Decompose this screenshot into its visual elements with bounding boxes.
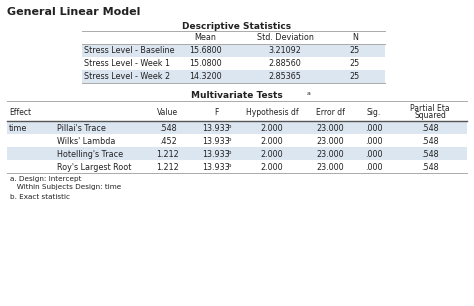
Text: 13.933: 13.933 <box>202 150 230 159</box>
Text: Stress Level - Baseline: Stress Level - Baseline <box>84 46 174 55</box>
Text: 15.0800: 15.0800 <box>189 59 221 68</box>
Text: Hypothesis df: Hypothesis df <box>246 108 298 117</box>
Text: .548: .548 <box>159 124 177 133</box>
Text: Std. Deviation: Std. Deviation <box>256 33 313 42</box>
Text: F: F <box>214 108 218 117</box>
Text: 25: 25 <box>350 72 360 81</box>
Text: time: time <box>9 124 27 133</box>
Text: 3.21092: 3.21092 <box>269 46 301 55</box>
Bar <box>82 70 385 83</box>
Text: .548: .548 <box>421 137 439 146</box>
Text: 25: 25 <box>350 46 360 55</box>
Text: Squared: Squared <box>414 111 446 120</box>
Text: Hotelling's Trace: Hotelling's Trace <box>57 150 123 159</box>
Text: 25: 25 <box>350 59 360 68</box>
Text: .000: .000 <box>365 150 383 159</box>
Text: Pillai's Trace: Pillai's Trace <box>57 124 106 133</box>
Text: Sig.: Sig. <box>367 108 381 117</box>
Bar <box>7 101 467 121</box>
Text: General Linear Model: General Linear Model <box>7 7 140 17</box>
Text: .000: .000 <box>365 137 383 146</box>
Text: Within Subjects Design: time: Within Subjects Design: time <box>10 184 121 190</box>
Text: Descriptive Statistics: Descriptive Statistics <box>182 22 292 31</box>
Text: b: b <box>228 163 231 168</box>
Text: 23.000: 23.000 <box>316 163 344 172</box>
Text: Value: Value <box>157 108 179 117</box>
Text: 13.933: 13.933 <box>202 137 230 146</box>
Text: Stress Level - Week 1: Stress Level - Week 1 <box>84 59 170 68</box>
Text: 15.6800: 15.6800 <box>189 46 221 55</box>
Text: b: b <box>228 150 231 155</box>
Text: 1.212: 1.212 <box>156 163 179 172</box>
Text: 2.000: 2.000 <box>261 137 283 146</box>
Text: .548: .548 <box>421 124 439 133</box>
Bar <box>82 57 385 70</box>
Text: 23.000: 23.000 <box>316 124 344 133</box>
Text: b: b <box>228 137 231 142</box>
Bar <box>82 31 385 44</box>
Text: 1.212: 1.212 <box>156 150 179 159</box>
Text: 13.933: 13.933 <box>202 163 230 172</box>
Text: Multivariate Tests: Multivariate Tests <box>191 91 283 100</box>
Text: 2.85365: 2.85365 <box>269 72 301 81</box>
Text: .000: .000 <box>365 163 383 172</box>
Text: Roy's Largest Root: Roy's Largest Root <box>57 163 131 172</box>
Text: Stress Level - Week 2: Stress Level - Week 2 <box>84 72 170 81</box>
Text: .452: .452 <box>159 137 177 146</box>
Text: a. Design: Intercept: a. Design: Intercept <box>10 176 82 182</box>
Text: .000: .000 <box>365 124 383 133</box>
Text: .548: .548 <box>421 150 439 159</box>
Text: 2.88560: 2.88560 <box>269 59 301 68</box>
Bar <box>82 44 385 57</box>
Text: Wilks' Lambda: Wilks' Lambda <box>57 137 115 146</box>
Text: 23.000: 23.000 <box>316 150 344 159</box>
Bar <box>7 147 467 160</box>
Text: 2.000: 2.000 <box>261 150 283 159</box>
Text: a: a <box>307 91 311 96</box>
Text: Partial Eta: Partial Eta <box>410 104 450 113</box>
Bar <box>7 134 467 147</box>
Text: b: b <box>228 124 231 129</box>
Text: Error df: Error df <box>316 108 345 117</box>
Text: Mean: Mean <box>194 33 216 42</box>
Text: 14.3200: 14.3200 <box>189 72 221 81</box>
Text: 2.000: 2.000 <box>261 124 283 133</box>
Bar <box>7 121 467 134</box>
Text: 2.000: 2.000 <box>261 163 283 172</box>
Text: Effect: Effect <box>9 108 31 117</box>
Text: b. Exact statistic: b. Exact statistic <box>10 194 70 200</box>
Text: N: N <box>352 33 358 42</box>
Text: .548: .548 <box>421 163 439 172</box>
Bar <box>7 160 467 173</box>
Text: 13.933: 13.933 <box>202 124 230 133</box>
Text: 23.000: 23.000 <box>316 137 344 146</box>
